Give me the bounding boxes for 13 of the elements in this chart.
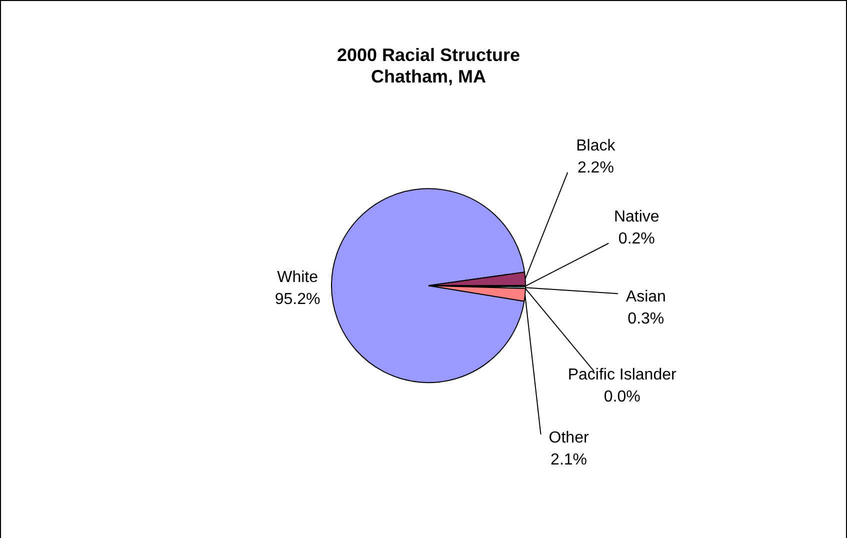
data-label: 2.2% bbox=[577, 159, 614, 176]
text: 0.0% bbox=[604, 388, 640, 406]
slice-label: White bbox=[277, 269, 318, 286]
category-label: Pacific Islander bbox=[568, 366, 676, 384]
slice-label: Asian bbox=[626, 288, 666, 306]
data-label: 2.1% bbox=[550, 451, 588, 468]
chart-title: 2000 Racial Structure Chatham, MA bbox=[336, 44, 520, 86]
data-label: 0.3% bbox=[628, 310, 664, 328]
slice-label: Black bbox=[576, 137, 616, 154]
data-label: 0.2% bbox=[618, 230, 655, 248]
slice-label: Native bbox=[614, 208, 660, 226]
data-label: 95.2% bbox=[274, 291, 320, 308]
slice-label: Other bbox=[548, 429, 590, 446]
